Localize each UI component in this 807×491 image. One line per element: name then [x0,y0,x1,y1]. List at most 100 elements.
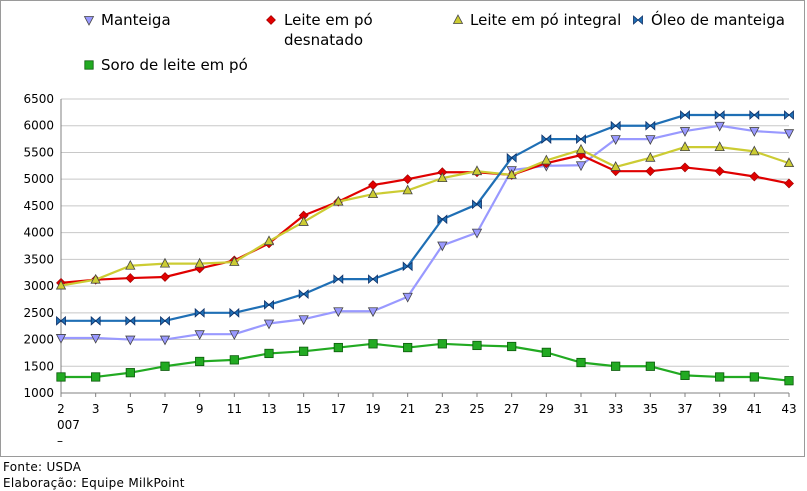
data-point [511,152,517,163]
data-point [714,110,721,120]
data-point [91,372,101,382]
legend-item: Óleo de manteiga [633,10,785,29]
data-point [55,334,67,344]
y-tick-label: 4500 [23,199,54,213]
data-point [749,171,760,182]
legend-label-line2: desnatado [284,31,363,49]
data-point [268,299,274,310]
y-tick-label: 3500 [23,252,54,266]
legend-label: Leite em pó integral [470,11,621,29]
x-tick-label: 43 [781,402,796,416]
data-point [368,180,378,190]
data-point [159,257,171,268]
data-point [333,307,344,318]
data-point [679,141,691,152]
legend-marker [83,16,95,26]
data-point [788,110,794,120]
legend-label: Manteiga [101,11,171,29]
data-point [125,273,136,283]
x-tick-label: 9 [196,402,204,416]
legend-item: Soro de leite em pó [84,56,248,74]
data-point [437,241,448,252]
series-line [61,113,789,322]
y-tick-label: 1000 [23,386,54,400]
x-tick-label: 35 [643,402,658,416]
data-point [160,361,170,371]
data-point [714,141,725,152]
data-point [714,166,725,177]
data-point [233,307,240,318]
data-point [471,165,483,176]
legend-item: Manteiga [83,11,171,29]
data-point [194,257,205,268]
series-0 [55,121,795,346]
data-point [472,199,478,210]
x-tick-label: 41 [747,402,762,416]
data-point [541,154,552,165]
data-point [719,110,725,120]
data-point [263,235,275,246]
data-point [714,121,725,132]
data-point [645,361,655,371]
line-chart: 1000 1500 2000 2500 3000 3500 4000 4500 5000 5500… [23,10,796,448]
x-tick-label: 11 [227,402,242,416]
data-point [749,145,760,156]
legend-marker [84,60,94,70]
x-tick-label: 37 [677,402,692,416]
data-point [784,376,794,386]
data-point [229,355,239,365]
data-point [159,335,171,346]
data-point [506,169,517,179]
grid [61,98,789,394]
data-point [372,274,378,285]
data-point [56,372,66,382]
data-point [333,195,344,206]
x-tick-label: 29 [539,402,554,416]
data-point [264,299,270,310]
data-point [160,315,166,326]
data-point [125,259,136,270]
y-tick-label: 6000 [23,119,54,133]
data-point [95,315,101,326]
series-line [60,154,790,284]
data-point [645,135,656,145]
legend-marker [637,15,643,25]
series-4 [56,339,794,386]
data-point [575,161,587,172]
data-point [784,110,790,120]
data-point [610,135,621,145]
data-point [60,315,66,326]
data-point [195,356,205,367]
x-tick-label: 25 [469,402,484,416]
data-point [715,372,725,382]
data-point [298,216,309,226]
legend-marker [633,15,639,25]
data-point [164,315,170,326]
data-point [575,143,587,154]
x-tick-label: 13 [261,402,276,416]
data-point [437,172,448,183]
data-point [299,346,309,356]
data-point [545,134,552,144]
data-point [229,256,240,266]
y-tick-label: 3000 [23,279,54,293]
y-tick-label: 2000 [23,333,54,347]
data-point [684,110,690,120]
x-tick-label: 15 [296,402,311,416]
data-point [783,129,795,140]
data-point [784,178,794,189]
data-point [541,347,551,357]
y-tick-label: 5000 [23,172,54,186]
data-point [90,273,101,284]
data-point [263,319,275,330]
data-point [680,370,690,380]
y-tick-label: 6500 [23,92,54,106]
x-tick-label: 19 [365,402,380,416]
series-3 [56,110,794,326]
legend-marker [452,14,464,24]
data-point [611,361,621,371]
series-line [61,124,790,341]
data-point [506,152,513,163]
data-point [749,110,755,120]
y-tick-label: 1500 [23,359,54,373]
